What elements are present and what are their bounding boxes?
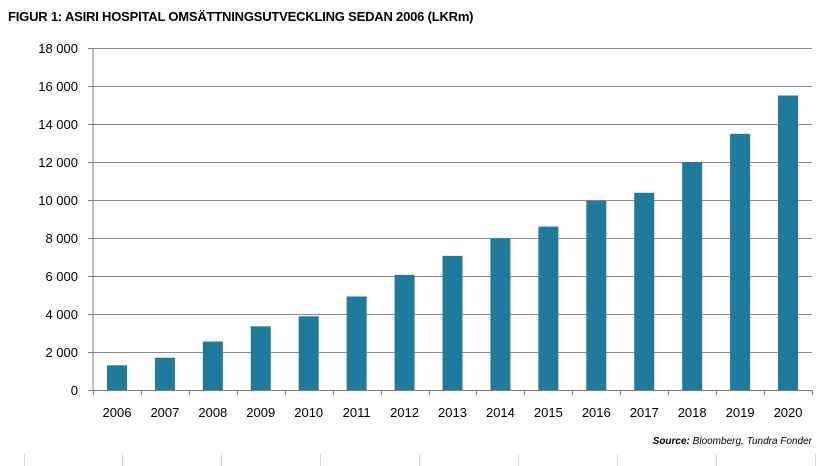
y-tick-label: 0	[71, 383, 78, 398]
x-tick-label: 2016	[582, 405, 611, 420]
bar	[394, 274, 415, 390]
bar	[730, 133, 751, 390]
x-tick-label: 2020	[774, 405, 803, 420]
bar	[106, 365, 127, 390]
bars	[106, 95, 799, 390]
x-tick-label: 2007	[150, 405, 179, 420]
chart-title: FIGUR 1: ASIRI HOSPITAL OMSÄTTNINGSUTVEC…	[8, 9, 474, 24]
x-tick-label: 2011	[343, 405, 371, 420]
x-tick-label: 2010	[294, 405, 323, 420]
bar	[346, 296, 367, 390]
y-tick-label: 2 000	[45, 345, 78, 360]
bar	[682, 162, 703, 390]
y-tick-label: 6 000	[45, 269, 78, 284]
bar	[202, 341, 223, 390]
y-tick-label: 14 000	[38, 117, 78, 132]
x-axis-tick-labels: 2006 2007 2008 2009 2010 2011 2012 2013 2014 2015…	[103, 405, 803, 420]
bar	[634, 192, 655, 390]
x-tick-label: 2019	[726, 405, 755, 420]
bar	[490, 238, 511, 390]
bar	[154, 357, 175, 390]
bar	[442, 255, 463, 390]
source-text: Bloomberg, Tundra Fonder	[692, 436, 812, 447]
x-axis	[92, 48, 813, 395]
x-tick-label: 2012	[390, 405, 419, 420]
source-label: Source:	[652, 436, 690, 447]
x-tick-label: 2015	[534, 405, 563, 420]
source-note: Source: Bloomberg, Tundra Fonder	[653, 436, 812, 447]
x-tick-label: 2009	[246, 405, 275, 420]
y-tick-label: 8 000	[45, 231, 78, 246]
y-axis-tick-labels: 0 2 000 4 000 6 000 8 000 10 000 12 000 14 000 1…	[38, 41, 78, 398]
x-tick-label: 2018	[678, 405, 707, 420]
bar	[538, 226, 559, 390]
y-tick-label: 4 000	[45, 307, 78, 322]
bar	[778, 95, 799, 390]
x-tick-label: 2013	[438, 405, 467, 420]
x-tick-label: 2017	[630, 405, 659, 420]
bar	[250, 326, 271, 390]
y-tick-label: 12 000	[38, 155, 78, 170]
y-tick-label: 16 000	[38, 79, 78, 94]
footer-dividers	[24, 454, 816, 466]
bar	[586, 200, 607, 390]
x-tick-label: 2006	[103, 405, 132, 420]
x-tick-label: 2008	[198, 405, 227, 420]
x-tick-label: 2014	[486, 405, 515, 420]
y-tick-label: 10 000	[38, 193, 78, 208]
bar	[298, 316, 319, 390]
y-tick-label: 18 000	[38, 41, 78, 56]
